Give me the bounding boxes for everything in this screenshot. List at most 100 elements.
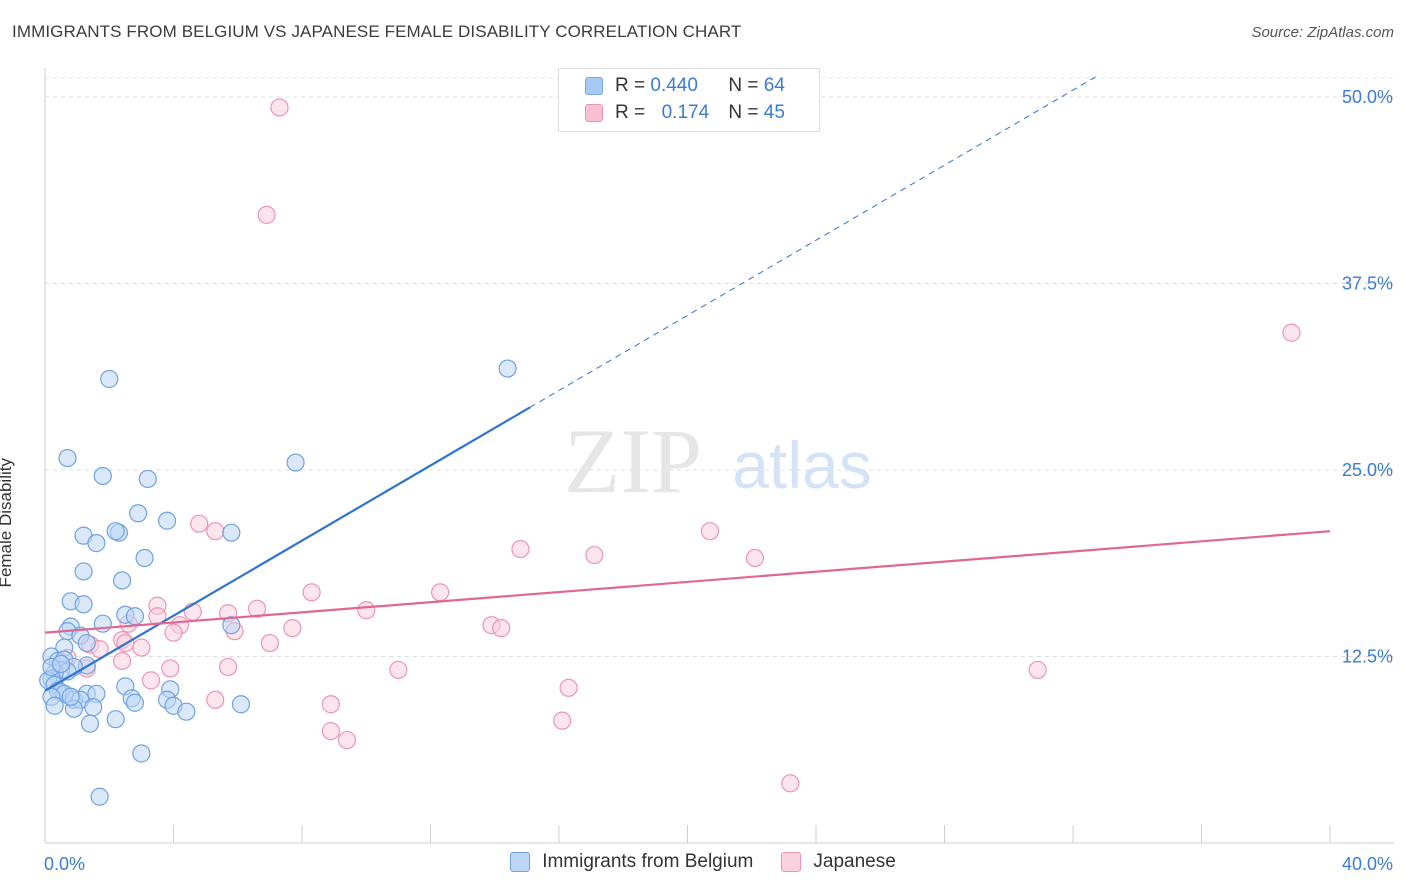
series-belgium <box>39 359 517 806</box>
data-points <box>39 98 1301 806</box>
legend-n-label: N = <box>728 75 759 96</box>
data-point <box>135 548 154 568</box>
legend-row-belgium: R = 0.440 N = 64 <box>585 73 785 99</box>
data-point <box>77 633 96 653</box>
data-point <box>129 504 148 523</box>
stats-legend: R = 0.440 N = 64 R = 0.174 N = 45 <box>558 68 820 132</box>
data-point <box>100 369 119 389</box>
trend-line-belgium <box>44 406 531 692</box>
data-point <box>1028 660 1047 680</box>
data-point <box>164 623 183 642</box>
data-point <box>745 548 765 568</box>
data-point <box>247 599 267 618</box>
data-point <box>132 744 151 763</box>
legend-row-japanese: R = 0.174 N = 45 <box>585 100 785 126</box>
y-tick-label: 25.0% <box>1342 460 1393 480</box>
data-point <box>106 522 125 541</box>
data-point <box>498 359 517 378</box>
data-point <box>257 205 276 224</box>
legend-r-value: 0.440 <box>650 75 698 96</box>
data-point <box>206 690 225 709</box>
legend-swatch-japanese <box>585 104 603 122</box>
data-point <box>559 678 578 697</box>
data-point <box>553 711 572 730</box>
data-point <box>177 702 196 721</box>
y-tick-label: 50.0% <box>1342 87 1393 107</box>
data-point <box>93 466 112 486</box>
data-point <box>337 730 357 750</box>
data-point <box>321 721 341 741</box>
legend-swatch-belgium <box>510 852 531 872</box>
data-point <box>106 710 125 729</box>
data-point <box>781 774 800 793</box>
series-legend: Immigrants from Belgium Japanese <box>0 851 1406 873</box>
data-point <box>219 657 238 677</box>
watermark: ZIP atlas <box>564 410 872 512</box>
legend-item-japanese[interactable]: Japanese <box>781 851 896 873</box>
data-point <box>80 714 100 733</box>
data-point <box>190 514 209 533</box>
data-point <box>700 522 720 541</box>
watermark-atlas: atlas <box>732 428 871 502</box>
data-point <box>45 696 64 715</box>
data-point <box>84 698 103 717</box>
data-point <box>431 583 450 602</box>
data-point <box>302 583 321 602</box>
data-point <box>132 638 151 657</box>
data-point <box>125 607 145 626</box>
x-tick-label: 0.0% <box>44 854 85 874</box>
data-point <box>492 619 511 638</box>
trend-lines <box>44 76 1331 692</box>
data-point <box>157 511 177 530</box>
trend-line-japanese <box>44 530 1331 634</box>
data-point <box>206 522 225 541</box>
axes <box>44 68 1394 844</box>
x-tick-label: 40.0% <box>1342 854 1393 874</box>
chart-source: Source: ZipAtlas.com <box>1251 24 1394 41</box>
legend-n-value: 45 <box>763 102 785 123</box>
legend-r-label: R = <box>615 102 646 123</box>
data-point <box>270 98 289 117</box>
data-point <box>141 671 161 690</box>
data-point <box>231 695 251 714</box>
legend-label-belgium: Immigrants from Belgium <box>542 851 754 872</box>
data-point <box>90 787 109 806</box>
tick-labels: 12.5% 25.0% 37.5% 50.0% 0.0% 40.0% <box>44 87 1393 874</box>
data-point <box>283 619 302 638</box>
data-point <box>74 595 93 614</box>
data-point <box>222 616 241 635</box>
legend-swatch-japanese <box>781 852 802 872</box>
data-point <box>389 660 408 680</box>
legend-swatch-belgium <box>585 77 603 95</box>
data-point <box>260 633 279 653</box>
data-point <box>511 539 530 559</box>
legend-r-label: R = <box>615 75 646 96</box>
data-point <box>58 448 77 468</box>
y-tick-label: 12.5% <box>1342 647 1393 667</box>
data-point <box>1282 323 1301 342</box>
data-point <box>161 659 180 678</box>
data-point <box>87 534 106 553</box>
data-point <box>321 695 341 714</box>
data-point <box>183 602 202 621</box>
chart-title: IMMIGRANTS FROM BELGIUM VS JAPANESE FEMA… <box>12 22 742 41</box>
y-tick-label: 37.5% <box>1342 274 1393 294</box>
data-point <box>74 562 93 581</box>
data-point <box>112 571 132 590</box>
data-point <box>222 523 241 542</box>
legend-r-value: 0.174 <box>661 102 710 123</box>
data-point <box>61 687 80 706</box>
legend-n-label: N = <box>728 102 759 123</box>
data-point <box>138 469 157 489</box>
legend-n-value: 64 <box>763 75 785 96</box>
data-point <box>357 601 376 620</box>
watermark-zip: ZIP <box>564 410 702 512</box>
data-point <box>112 651 132 671</box>
legend-item-belgium[interactable]: Immigrants from Belgium <box>510 851 753 873</box>
data-point <box>585 545 604 565</box>
data-point <box>286 453 305 472</box>
legend-label-japanese: Japanese <box>813 851 896 872</box>
grid <box>45 77 1394 657</box>
data-point <box>51 654 71 674</box>
